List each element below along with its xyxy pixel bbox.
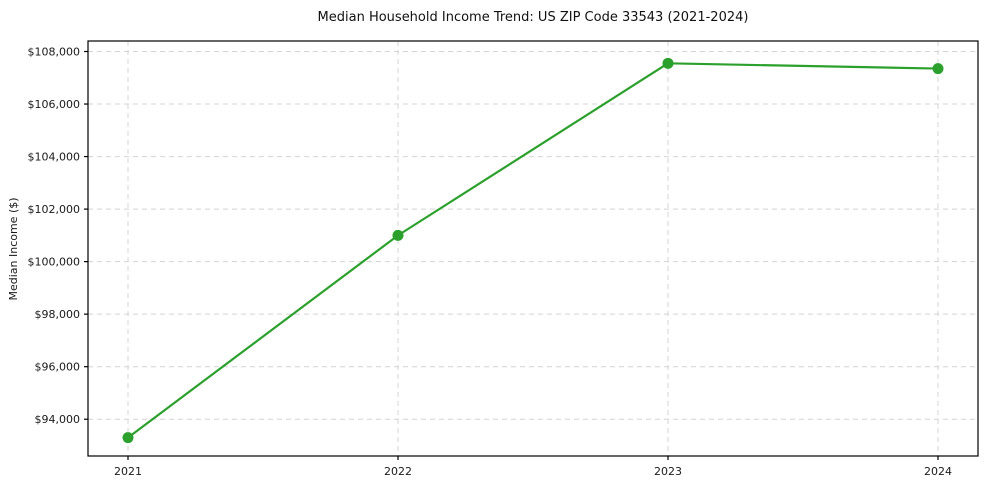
y-tick-label: $104,000 — [28, 151, 81, 164]
y-tick-label: $94,000 — [35, 413, 81, 426]
axis-tick-labels: $94,000 $96,000 $98,000 $100,000 $102,000 $10… — [28, 46, 953, 478]
data-point-marker — [392, 229, 404, 241]
data-point-marker — [662, 57, 674, 69]
gridlines — [88, 41, 978, 456]
x-tick-label: 2023 — [654, 465, 682, 478]
plot-border — [87, 40, 979, 457]
axes — [84, 40, 979, 460]
trend-line — [126, 62, 940, 439]
data-series — [122, 57, 944, 444]
y-tick-label: $98,000 — [35, 308, 81, 321]
x-tick-label: 2022 — [384, 465, 412, 478]
x-tick-label: 2021 — [114, 465, 142, 478]
y-tick-label: $100,000 — [28, 256, 81, 269]
x-tick-label: 2024 — [924, 465, 952, 478]
y-axis-label: Median Income ($) — [7, 197, 20, 300]
y-tick-label: $96,000 — [35, 361, 81, 374]
y-tick-label: $106,000 — [28, 98, 81, 111]
y-tick-label: $102,000 — [28, 203, 81, 216]
y-tick-label: $108,000 — [28, 46, 81, 59]
chart-title: Median Household Income Trend: US ZIP Co… — [318, 10, 749, 25]
data-point-marker — [932, 63, 944, 75]
data-point-marker — [122, 432, 134, 444]
